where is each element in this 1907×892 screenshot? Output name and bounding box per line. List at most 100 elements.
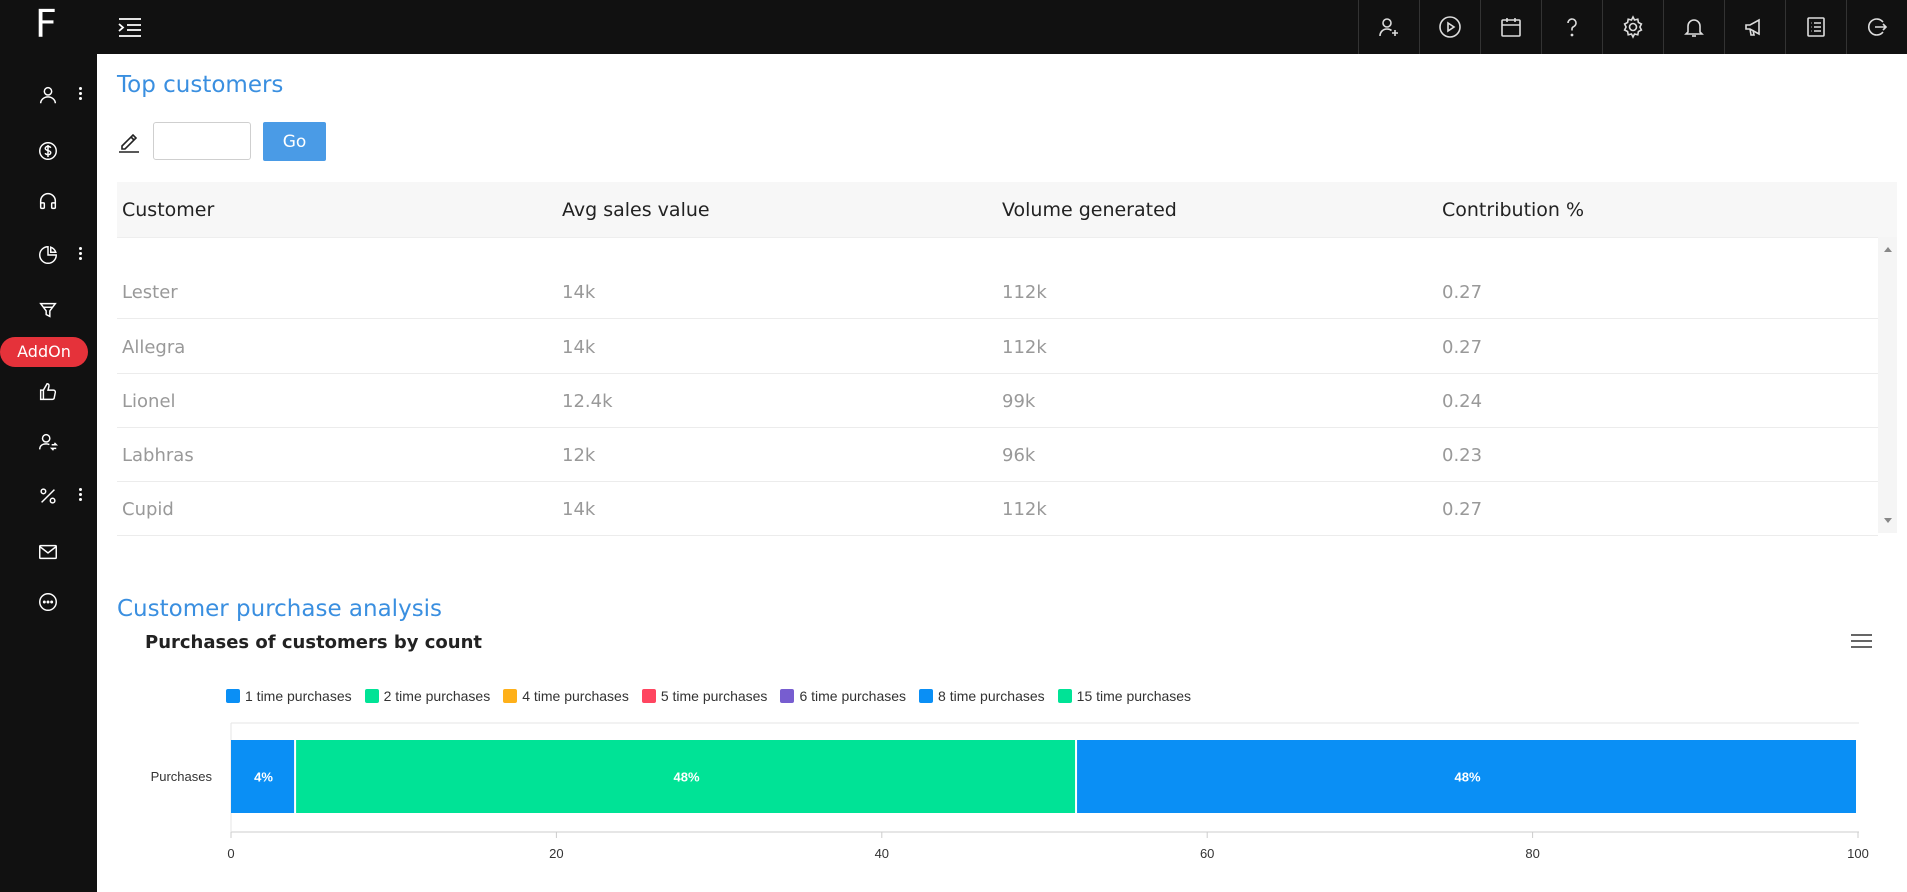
bar-segment[interactable] — [231, 740, 295, 813]
cell-volume: 112k — [1002, 337, 1047, 358]
megaphone-icon[interactable] — [1724, 0, 1785, 54]
top-bar — [97, 0, 1907, 54]
data-label: 48% — [1455, 770, 1481, 785]
purchase-analysis-title: Customer purchase analysis — [117, 596, 443, 622]
legend-item[interactable]: 2 time purchases — [364, 688, 491, 704]
legend-label: 4 time purchases — [522, 688, 629, 704]
legend-label: 15 time purchases — [1076, 688, 1192, 704]
cell-customer: Allegra — [122, 337, 186, 358]
percent-menu-dots[interactable] — [76, 486, 84, 506]
cell-contribution: 0.23 — [1442, 445, 1483, 466]
column-header-contribution[interactable]: Contribution % — [1442, 199, 1585, 221]
top-customers-title: Top customers — [117, 72, 284, 98]
legend-item[interactable]: 8 time purchases — [919, 688, 1045, 704]
user-menu-dots[interactable] — [76, 85, 84, 105]
legend-label: 5 time purchases — [660, 688, 768, 704]
legend-label: 2 time purchases — [383, 688, 491, 704]
thumbs-up-icon[interactable] — [36, 380, 60, 404]
column-header-customer[interactable]: Customer — [122, 199, 215, 221]
pie-chart-menu-dots[interactable] — [76, 245, 84, 265]
column-header-avg-sales[interactable]: Avg sales value — [562, 199, 710, 221]
play-icon[interactable] — [1419, 0, 1480, 54]
logout-icon[interactable] — [1846, 0, 1907, 54]
legend-item[interactable]: 1 time purchases — [226, 688, 352, 704]
legend-swatch — [919, 689, 934, 703]
cell-volume: 112k — [1002, 282, 1047, 303]
legend-label: 6 time purchases — [799, 688, 907, 704]
chat-icon[interactable] — [36, 590, 60, 614]
table-header: Customer Avg sales value Volume generate… — [117, 182, 1897, 238]
legend-label: 8 time purchases — [938, 688, 1045, 704]
cell-contribution: 0.27 — [1442, 282, 1483, 303]
tick-group: 0 20 40 60 80 100 — [227, 832, 1869, 861]
cell-customer: Lester — [122, 282, 178, 303]
x-tick-label: 100 — [1847, 846, 1869, 861]
legend-item[interactable]: 5 time purchases — [641, 688, 768, 704]
cell-avg-sales: 14k — [562, 282, 596, 303]
legend-item[interactable]: 15 time purchases — [1057, 688, 1192, 704]
help-icon[interactable] — [1541, 0, 1602, 54]
legend-label: 1 time purchases — [245, 688, 352, 704]
legend-item[interactable]: 4 time purchases — [503, 688, 629, 704]
cell-contribution: 0.27 — [1442, 499, 1483, 520]
cell-volume: 99k — [1002, 391, 1036, 412]
category-label: Purchases — [151, 769, 213, 784]
sidebar: F AddOn — [0, 0, 97, 892]
table-row: Lionel 12.4k 99k 0.24 — [117, 373, 1878, 428]
calendar-icon[interactable] — [1480, 0, 1541, 54]
dollar-icon[interactable] — [36, 139, 60, 163]
user-icon[interactable] — [36, 83, 60, 107]
x-tick-label: 0 — [227, 846, 234, 861]
chart-legend: 1 time purchases 2 time purchases 4 time… — [226, 688, 1204, 704]
cell-contribution: 0.27 — [1442, 337, 1483, 358]
edit-icon[interactable] — [117, 128, 143, 154]
headphones-icon[interactable] — [36, 189, 60, 213]
filter-icon[interactable] — [36, 298, 60, 322]
logo[interactable]: F — [35, 2, 57, 46]
bell-icon[interactable] — [1663, 0, 1724, 54]
cell-volume: 112k — [1002, 499, 1047, 520]
filter-input[interactable] — [153, 122, 251, 160]
data-label: 48% — [674, 770, 700, 785]
cell-avg-sales: 12k — [562, 445, 596, 466]
cell-avg-sales: 14k — [562, 337, 596, 358]
column-header-volume[interactable]: Volume generated — [1002, 199, 1177, 221]
table-row: Cupid 14k 112k 0.27 — [117, 481, 1878, 536]
cell-avg-sales: 14k — [562, 499, 596, 520]
add-user-icon[interactable] — [1358, 0, 1419, 54]
chart-title: Purchases of customers by count — [145, 632, 483, 653]
cell-contribution: 0.24 — [1442, 391, 1483, 412]
mail-icon[interactable] — [36, 540, 60, 564]
table-row: Labhras 12k 96k 0.23 — [117, 427, 1878, 482]
x-tick-label: 80 — [1525, 846, 1539, 861]
chart-menu-icon[interactable] — [1851, 634, 1872, 650]
table-scrollbar[interactable] — [1878, 237, 1897, 533]
legend-swatch — [364, 689, 379, 703]
menu-toggle-icon[interactable] — [117, 15, 143, 39]
legend-swatch — [641, 689, 656, 703]
bar-group: 4% 48% 48% — [231, 740, 1856, 813]
legend-item[interactable]: 6 time purchases — [780, 688, 906, 704]
list-icon[interactable] — [1785, 0, 1846, 54]
data-label: 4% — [254, 770, 273, 785]
cell-avg-sales: 12.4k — [562, 391, 613, 412]
legend-swatch — [503, 689, 518, 703]
user-switch-icon[interactable] — [36, 430, 60, 454]
bar-segment[interactable] — [296, 740, 1076, 813]
table-row: Lester 14k 112k 0.27 — [117, 264, 1878, 319]
percent-icon[interactable] — [36, 484, 60, 508]
table-row: Allegra 14k 112k 0.27 — [117, 319, 1878, 374]
cell-customer: Lionel — [122, 391, 176, 412]
pie-chart-icon[interactable] — [36, 243, 60, 267]
cell-customer: Labhras — [122, 445, 194, 466]
settings-icon[interactable] — [1602, 0, 1663, 54]
legend-swatch — [780, 689, 795, 703]
bar-segment[interactable] — [1077, 740, 1856, 813]
addon-button[interactable]: AddOn — [0, 337, 88, 367]
table-body: Lester 14k 112k 0.27 Allegra 14k 112k 0.… — [117, 237, 1878, 536]
legend-swatch — [1057, 689, 1072, 703]
cell-volume: 96k — [1002, 445, 1036, 466]
go-button[interactable]: Go — [263, 122, 326, 161]
x-tick-label: 60 — [1200, 846, 1214, 861]
